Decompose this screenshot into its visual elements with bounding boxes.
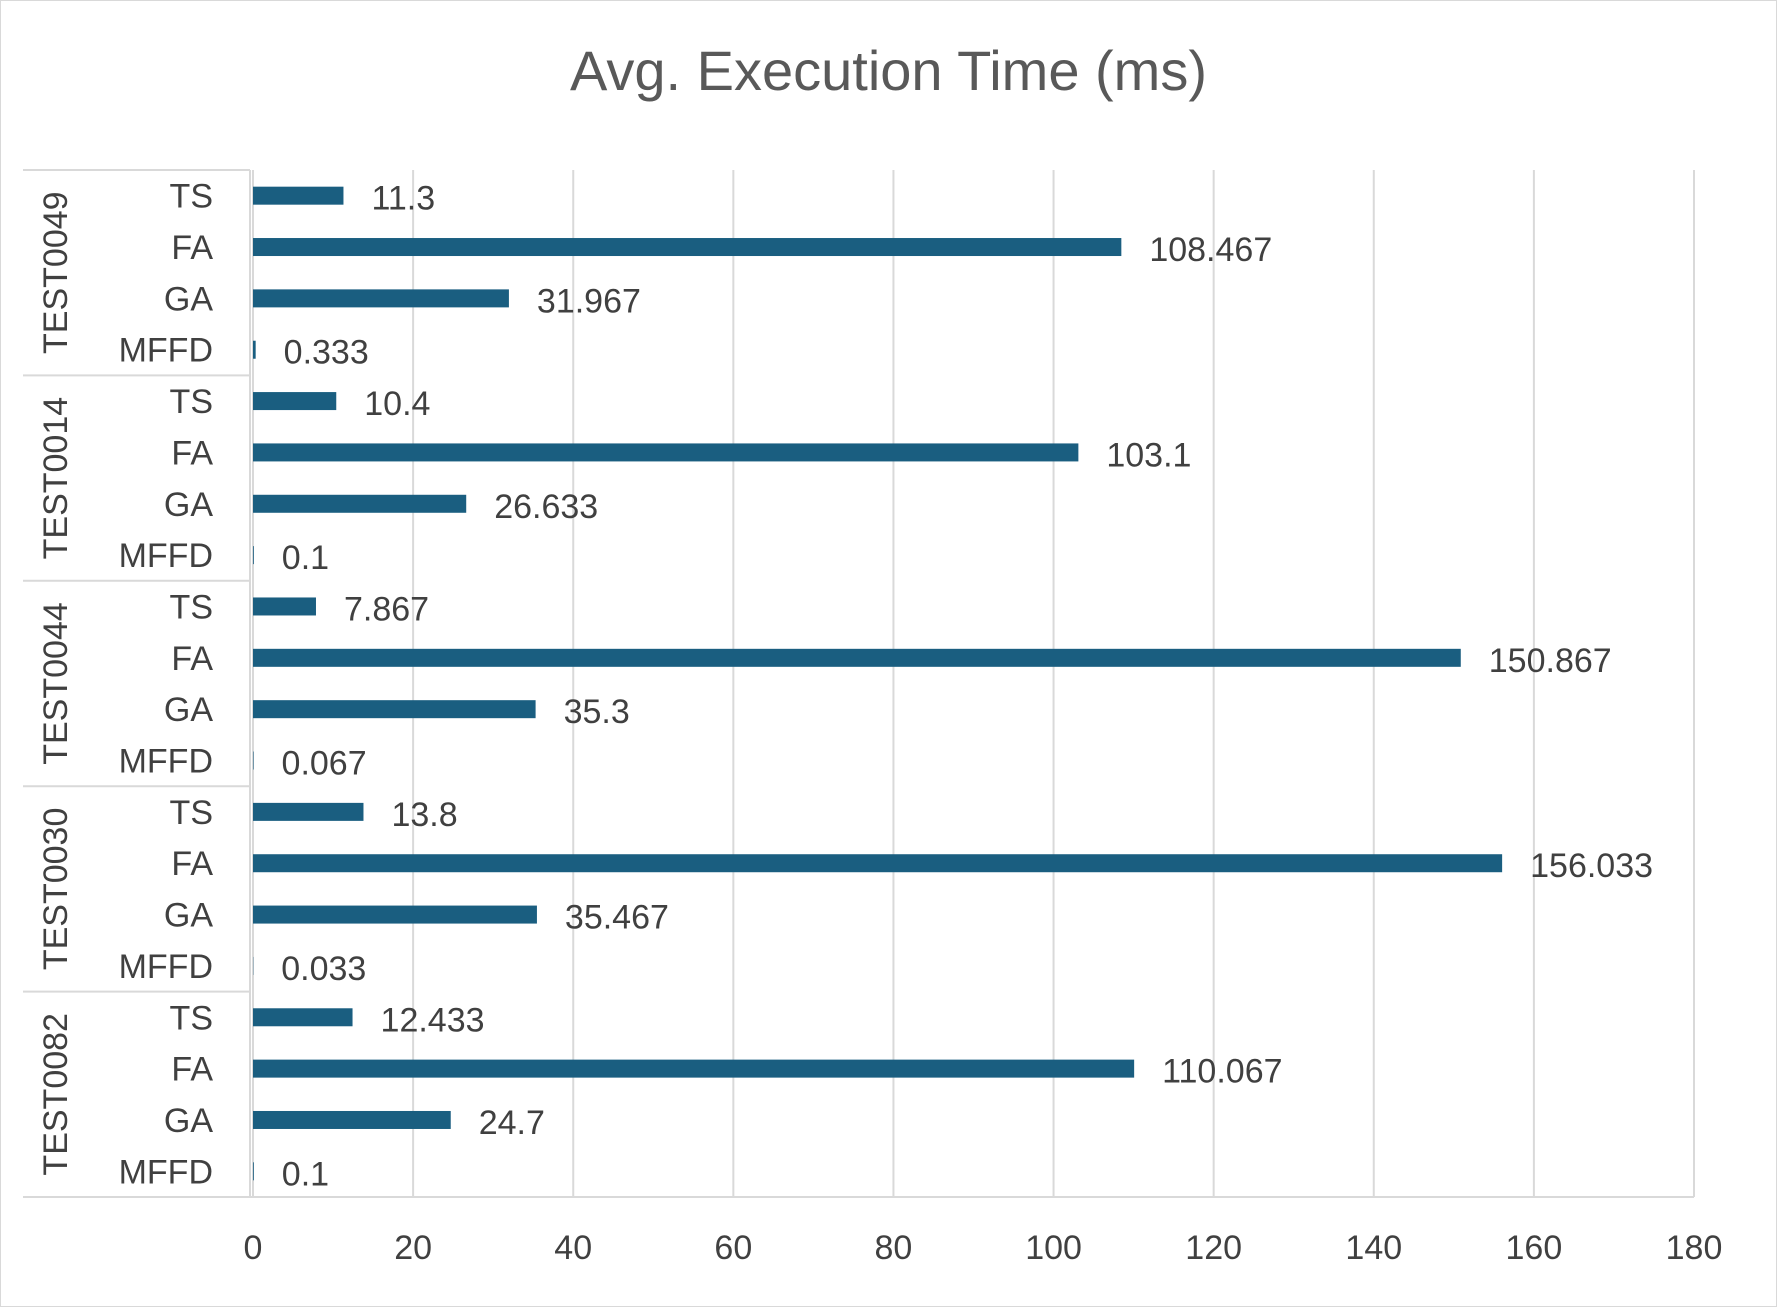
x-tick-label: 0 [244, 1229, 263, 1267]
bar [253, 751, 254, 770]
data-label: 110.067 [1162, 1053, 1282, 1091]
bar [253, 700, 536, 719]
category-label: MFFD [119, 537, 213, 575]
group-label: TEST0049 [37, 191, 75, 354]
bar [253, 443, 1079, 462]
category-label: TS [170, 588, 213, 626]
category-label: FA [171, 1051, 213, 1089]
category-label: MFFD [119, 332, 213, 370]
data-label: 0.067 [282, 745, 367, 783]
category-label: TS [170, 178, 213, 216]
data-label: 156.033 [1530, 847, 1653, 885]
category-label: GA [164, 897, 213, 935]
category-label: MFFD [119, 743, 213, 781]
data-label: 108.467 [1149, 231, 1272, 269]
data-label: 7.867 [344, 590, 429, 628]
group-label: TEST0014 [37, 397, 75, 560]
data-label: 0.1 [282, 539, 329, 577]
data-label: 103.1 [1106, 436, 1191, 474]
group-label: TEST0044 [37, 602, 75, 765]
bar [253, 546, 254, 565]
bar [253, 597, 316, 616]
data-label: 26.633 [494, 488, 598, 526]
x-tick-label: 20 [394, 1229, 432, 1267]
data-label: 0.333 [284, 334, 369, 372]
x-tick-label: 140 [1345, 1229, 1402, 1267]
category-label: TS [170, 794, 213, 832]
data-label: 150.867 [1489, 642, 1612, 680]
data-label: 0.033 [281, 950, 366, 988]
bar [253, 1162, 254, 1181]
data-label: 24.7 [479, 1104, 545, 1142]
x-tick-label: 80 [875, 1229, 913, 1267]
x-tick-label: 180 [1666, 1229, 1723, 1267]
bar [253, 648, 1461, 667]
category-label: GA [164, 691, 213, 729]
data-label: 35.467 [565, 899, 669, 937]
category-label: GA [164, 486, 213, 524]
bar [253, 238, 1122, 257]
group-label: TEST0082 [37, 1013, 75, 1176]
bar [253, 289, 509, 308]
bar [253, 905, 537, 924]
data-label: 31.967 [537, 282, 641, 320]
data-label: 13.8 [391, 796, 457, 834]
bar [253, 854, 1503, 873]
chart-title: Avg. Execution Time (ms) [570, 39, 1207, 102]
data-label: 35.3 [564, 693, 630, 731]
x-tick-label: 120 [1185, 1229, 1242, 1267]
x-tick-label: 100 [1025, 1229, 1082, 1267]
category-label: MFFD [119, 1153, 213, 1191]
category-label: GA [164, 280, 213, 318]
data-label: 0.1 [282, 1155, 329, 1193]
bar [253, 802, 364, 821]
data-label: 10.4 [364, 385, 430, 423]
bar [253, 494, 467, 513]
x-tick-label: 40 [554, 1229, 592, 1267]
bar [253, 340, 256, 359]
category-label: FA [171, 845, 213, 883]
category-label: FA [171, 434, 213, 472]
group-label: TEST0030 [37, 808, 75, 971]
category-label: FA [171, 640, 213, 678]
data-label: 12.433 [381, 1001, 485, 1039]
bar [253, 392, 337, 411]
bar [253, 1110, 451, 1129]
category-label: FA [171, 229, 213, 267]
bar [253, 1008, 353, 1027]
data-label: 11.3 [371, 180, 435, 218]
x-tick-label: 160 [1506, 1229, 1563, 1267]
bar [253, 186, 344, 205]
category-label: TS [170, 999, 213, 1037]
bar [253, 1059, 1135, 1078]
x-tick-label: 60 [714, 1229, 752, 1267]
category-label: GA [164, 1102, 213, 1140]
category-label: MFFD [119, 948, 213, 986]
category-label: TS [170, 383, 213, 421]
